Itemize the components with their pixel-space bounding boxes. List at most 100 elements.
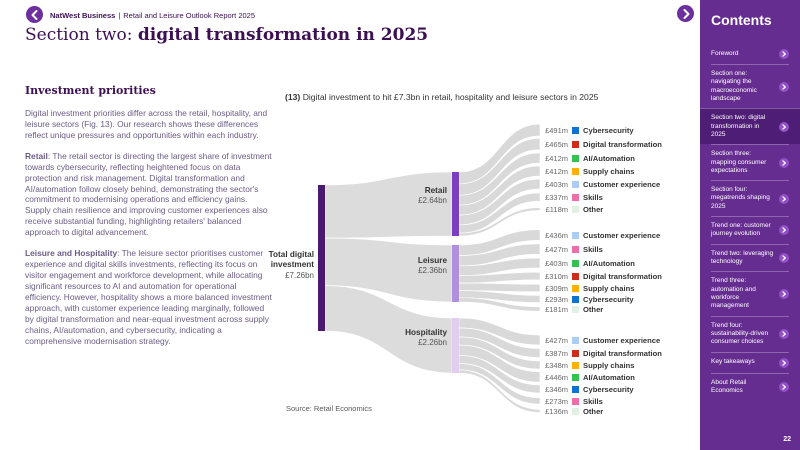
category-swatch — [572, 336, 579, 344]
category-label: Digital transformation — [583, 348, 662, 358]
flow-label-row: £309m Supply chains — [541, 283, 634, 293]
flow-label-row: £412m Supply chains — [541, 166, 634, 176]
chevron-right-icon — [779, 193, 789, 204]
sidebar-item-section-three[interactable]: Section three: mapping consumer expectat… — [711, 144, 789, 180]
category-label: Supply chains — [583, 360, 635, 370]
category-label: Other — [583, 204, 604, 214]
contents-sidebar: Contents Foreword Section one: navigating… — [700, 0, 800, 450]
sector-value: £2.26bn — [418, 338, 447, 348]
flow-amount: £118m — [545, 204, 568, 214]
sector-label-retail: Retail £2.64bn — [367, 186, 447, 206]
breadcrumb-separator: | — [118, 11, 121, 20]
category-label: Skills — [583, 244, 603, 254]
sidebar-item-foreword[interactable]: Foreword — [711, 44, 789, 64]
category-swatch — [572, 154, 579, 162]
breadcrumb: NatWest Business | Retail and Leisure Outl… — [50, 11, 255, 20]
sidebar-item-section-two[interactable]: Section two: digital transformation in 2… — [700, 108, 800, 145]
chart-title-text: Digital investment to hit £7.3bn in reta… — [302, 92, 599, 102]
flow-label-row: £310m Digital transformation — [541, 271, 662, 281]
flow-label-row: £465m Digital transformation — [541, 139, 662, 149]
sidebar-item-label: About Retail Economics — [711, 378, 747, 394]
page-title: Section two: digital transformation in 2… — [25, 25, 428, 45]
category-swatch — [572, 361, 579, 369]
sector-name: Leisure — [417, 256, 447, 265]
sankey-flow — [458, 282, 541, 293]
category-swatch — [572, 349, 579, 357]
category-swatch — [572, 126, 579, 134]
flow-label-row: £403m AI/Automation — [541, 258, 635, 268]
sankey-flow — [458, 165, 541, 216]
category-label: AI/Automation — [583, 153, 635, 163]
sidebar-item-label: Trend two: leveraging technology — [711, 249, 774, 265]
sidebar-item-trend-two[interactable]: Trend two: leveraging technology — [711, 243, 789, 272]
sidebar-item-trend-one[interactable]: Trend one: customer journey evolution — [711, 216, 789, 244]
sankey-flow — [458, 138, 541, 196]
sankey-flow — [458, 207, 541, 237]
back-button[interactable] — [26, 6, 43, 23]
flow-amount: £181m — [545, 304, 568, 314]
sankey-flow — [458, 257, 541, 276]
sidebar-item-section-four[interactable]: Section four: megatrends shaping 2025 — [711, 180, 789, 216]
sidebar-item-label: Key takeaways — [711, 358, 755, 366]
category-label: Skills — [583, 192, 603, 202]
sankey-node-total — [318, 185, 325, 331]
chevron-right-icon — [779, 329, 789, 340]
sidebar-item-label: Trend four: sustainability-driven consum… — [711, 321, 769, 346]
category-label: Cybersecurity — [583, 294, 634, 304]
sidebar-item-label: Section two: digital transformation in 2… — [711, 114, 766, 138]
category-label: Other — [583, 406, 604, 416]
leisure-hospitality-text: : The leisure sector prioritises custome… — [25, 248, 272, 346]
sidebar-item-trend-three[interactable]: Trend three: automation and workforce ma… — [711, 271, 789, 315]
forward-button[interactable] — [677, 5, 694, 22]
sankey-flow — [458, 192, 541, 234]
chevron-right-icon — [683, 8, 689, 19]
category-label: Customer experience — [583, 230, 661, 240]
figure-number: (13) — [285, 92, 301, 102]
sankey-flow — [458, 229, 541, 256]
sidebar-item-trend-four[interactable]: Trend four: sustainability-driven consum… — [711, 315, 789, 352]
category-swatch — [572, 167, 579, 175]
sankey-flow — [458, 290, 541, 303]
sankey-flow — [458, 355, 541, 394]
sankey-flow — [458, 152, 541, 206]
chevron-right-icon — [779, 225, 789, 236]
category-swatch — [572, 245, 579, 253]
flow-amount: £446m — [545, 372, 568, 382]
sankey-flow — [458, 243, 541, 267]
sankey-svg — [318, 123, 541, 413]
sidebar-item-section-one[interactable]: Section one: navigating the macroeconomi… — [711, 64, 789, 108]
article-intro-text: Digital investment priorities differ acr… — [25, 108, 268, 140]
sankey-chart: Total digital investment £7.26bn Retail £2.… — [240, 110, 695, 425]
category-swatch — [572, 231, 579, 239]
sankey-flow — [458, 363, 541, 405]
category-swatch — [572, 407, 579, 415]
category-label: Cybersecurity — [583, 125, 634, 135]
category-label: AI/Automation — [583, 372, 635, 382]
flow-amount: £491m — [545, 125, 568, 135]
sankey-flow — [458, 123, 541, 185]
sector-value: £2.36bn — [418, 266, 447, 276]
category-label: AI/Automation — [583, 258, 635, 268]
chevron-right-icon — [779, 381, 789, 392]
category-swatch — [572, 180, 579, 188]
leisure-hospitality-lead: Leisure and Hospitality — [25, 248, 118, 259]
sankey-flow — [458, 178, 541, 226]
category-label: Other — [583, 304, 604, 314]
flow-label-row: £446m AI/Automation — [541, 372, 635, 382]
flow-label-row: £412m AI/Automation — [541, 153, 635, 163]
category-swatch — [572, 284, 579, 292]
sidebar-item-key-takeaways[interactable]: Key takeaways — [711, 351, 789, 373]
flow-label-row: £387m Digital transformation — [541, 348, 662, 358]
sidebar-item-about-retail-economics[interactable]: About Retail Economics — [711, 372, 789, 401]
flow-label-row: £348m Supply chains — [541, 360, 634, 370]
sector-label-hospitality: Hospitality £2.26bn — [367, 328, 447, 348]
sector-name: Retail — [424, 186, 447, 195]
page-number: 22 — [783, 436, 791, 443]
sidebar-item-label: Section four: megatrends shaping 2025 — [711, 186, 770, 210]
flow-amount: £310m — [545, 271, 568, 281]
sector-label-leisure: Leisure £2.36bn — [367, 256, 447, 276]
flow-amount: £427m — [545, 335, 568, 345]
flow-label-row: £136m Other — [541, 406, 603, 416]
flow-amount: £346m — [545, 384, 568, 394]
brand-name: NatWest Business — [50, 11, 116, 20]
